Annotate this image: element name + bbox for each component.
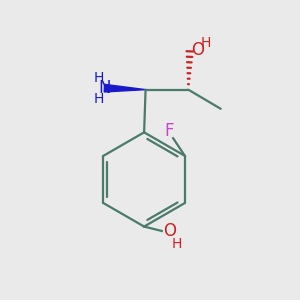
Text: H: H [201, 35, 211, 50]
Text: H: H [93, 71, 104, 85]
Text: O: O [163, 222, 176, 240]
Text: O: O [191, 41, 205, 59]
Text: H: H [93, 92, 104, 106]
Polygon shape [104, 84, 146, 92]
Text: F: F [164, 122, 173, 140]
Text: N: N [98, 79, 111, 97]
Text: H: H [171, 237, 182, 250]
